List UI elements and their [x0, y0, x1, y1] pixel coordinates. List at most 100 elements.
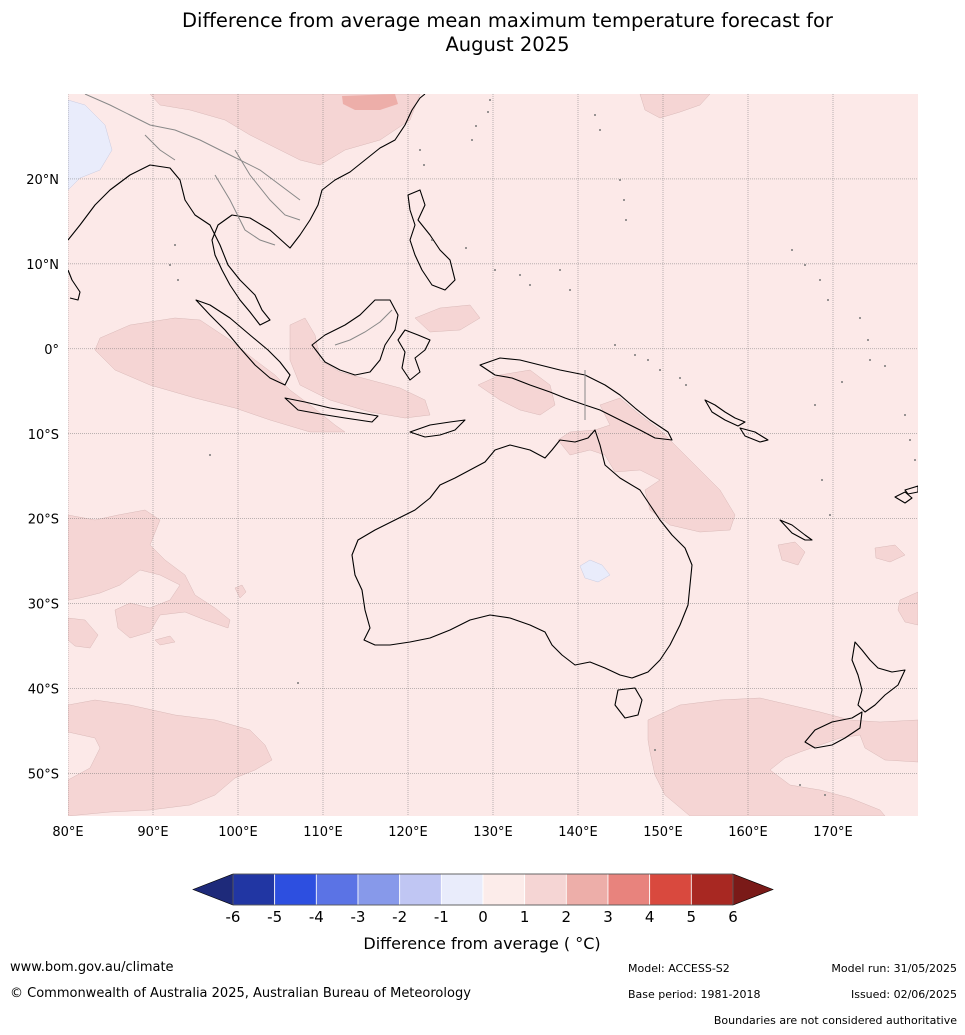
colorbar-tick-label: 0 [478, 908, 488, 926]
colorbar-tick-label: 3 [603, 908, 613, 926]
small-islands [169, 99, 916, 796]
anomaly-region-tibet-cool [68, 99, 113, 191]
lat-tick-label: 40°S [28, 683, 59, 698]
colorbar-extend-low [192, 873, 234, 906]
island-dot [599, 129, 601, 131]
lat-tick-label: 0° [44, 343, 59, 358]
island-dot [685, 384, 687, 386]
colorbar-tick-label: -1 [434, 908, 449, 926]
island-dot [614, 344, 616, 346]
lon-tick-label: 130°E [473, 825, 513, 840]
anomaly-regions-neg [68, 99, 611, 583]
island-dot [799, 784, 801, 786]
map-gridlines [68, 94, 918, 816]
coast-new-guinea [479, 357, 673, 441]
anomaly-region-central-australia-cool [579, 559, 611, 583]
island-dot [419, 149, 421, 151]
footer-model: Model: ACCESS-S2 [628, 962, 730, 975]
island-dot [169, 264, 171, 266]
footer-disclaimer: Boundaries are not considered authoritat… [713, 1014, 957, 1027]
anomaly-region-philippines-east [414, 304, 481, 333]
island-dot [297, 682, 299, 684]
anomaly-region-pacific-east-c [897, 591, 918, 626]
colorbar-tick-label: -3 [351, 908, 366, 926]
map-title: Difference from average mean maximum tem… [0, 9, 965, 57]
island-dot [824, 794, 826, 796]
anomaly-region-south-china [149, 94, 421, 166]
coast-tasmania [614, 687, 643, 719]
island-dot [804, 264, 806, 266]
island-dot [487, 111, 489, 113]
island-dot [559, 269, 561, 271]
island-dot [475, 125, 477, 127]
border-borneo [334, 309, 393, 346]
lon-tick-label: 80°E [52, 825, 83, 840]
lon-tick-label: 140°E [558, 825, 598, 840]
colorbar-segment [649, 873, 692, 906]
island-dot [489, 99, 491, 101]
island-dot [529, 284, 531, 286]
colorbar: -6 -5 -4 -3 -2 -1 0 1 2 3 4 5 6 [192, 873, 774, 926]
island-dot [594, 114, 596, 116]
anomaly-region-new-guinea-coral-sea [477, 369, 736, 533]
colorbar-segment [440, 873, 484, 906]
lat-tick-label: 20°S [28, 513, 59, 528]
island-dot [174, 244, 176, 246]
lat-tick-label: 30°S [28, 598, 59, 613]
lon-tick-labels: 80°E 90°E 100°E 110°E 120°E 130°E 140°E 150°E 16… [52, 825, 852, 840]
colorbar-outline [232, 873, 734, 906]
colorbar-segment [565, 873, 609, 906]
island-dot [867, 339, 869, 341]
island-dot [654, 749, 656, 751]
coastlines [68, 94, 918, 749]
lon-tick-label: 150°E [643, 825, 683, 840]
island-dot [841, 381, 843, 383]
colorbar-segment [315, 873, 359, 906]
colorbar-segment [232, 873, 276, 906]
coast-java [284, 397, 379, 423]
island-dot [634, 354, 636, 356]
anomaly-region-indian-ocean-small-c [154, 635, 176, 646]
island-dot [914, 459, 916, 461]
colorbar-tick-label: -6 [226, 908, 241, 926]
island-dot [647, 359, 649, 361]
island-dot [471, 139, 473, 141]
colorbar-label: Difference from average ( °C) [363, 934, 601, 953]
island-dot [431, 239, 433, 241]
lon-tick-label: 100°E [218, 825, 258, 840]
coast-india-east [68, 269, 81, 301]
colorbar-segment [482, 873, 526, 906]
island-dot [904, 414, 906, 416]
island-dot [494, 269, 496, 271]
colorbar-tick-label: 1 [520, 908, 530, 926]
island-dot [821, 479, 823, 481]
colorbar-tick-label: -2 [392, 908, 407, 926]
colorbar-tick-label: 6 [728, 908, 738, 926]
lat-tick-label: 10°S [28, 428, 59, 443]
coast-philippines [407, 189, 456, 291]
island-dot [465, 247, 467, 249]
island-dot [623, 199, 625, 201]
colorbar-tick-label: -4 [309, 908, 324, 926]
island-dot [177, 279, 179, 281]
island-dot [814, 404, 816, 406]
colorbar-segment [357, 873, 401, 906]
coast-se-asia-mainland [68, 94, 426, 326]
island-dot [909, 439, 911, 441]
title-line-1: Difference from average mean maximum tem… [182, 9, 833, 32]
island-dot [869, 359, 871, 361]
coast-new-zealand-north [851, 641, 906, 713]
coast-sumatra [195, 299, 291, 386]
coast-new-caledonia [779, 519, 813, 541]
country-borders [84, 94, 586, 420]
anomaly-region-sumatra-java [289, 317, 431, 419]
island-dot [209, 454, 211, 456]
footer-model-run: Model run: 31/05/2025 [831, 962, 957, 975]
island-dot [423, 164, 425, 166]
island-dot [827, 299, 829, 301]
lat-tick-labels: 20°N 10°N 0° 10°S 20°S 30°S 40°S 50°S [26, 173, 59, 783]
colorbar-segment [690, 873, 734, 906]
colorbar-segment [524, 873, 567, 906]
anomaly-region-west-pacific-north [639, 94, 711, 119]
colorbar-tick-label: 4 [645, 908, 655, 926]
